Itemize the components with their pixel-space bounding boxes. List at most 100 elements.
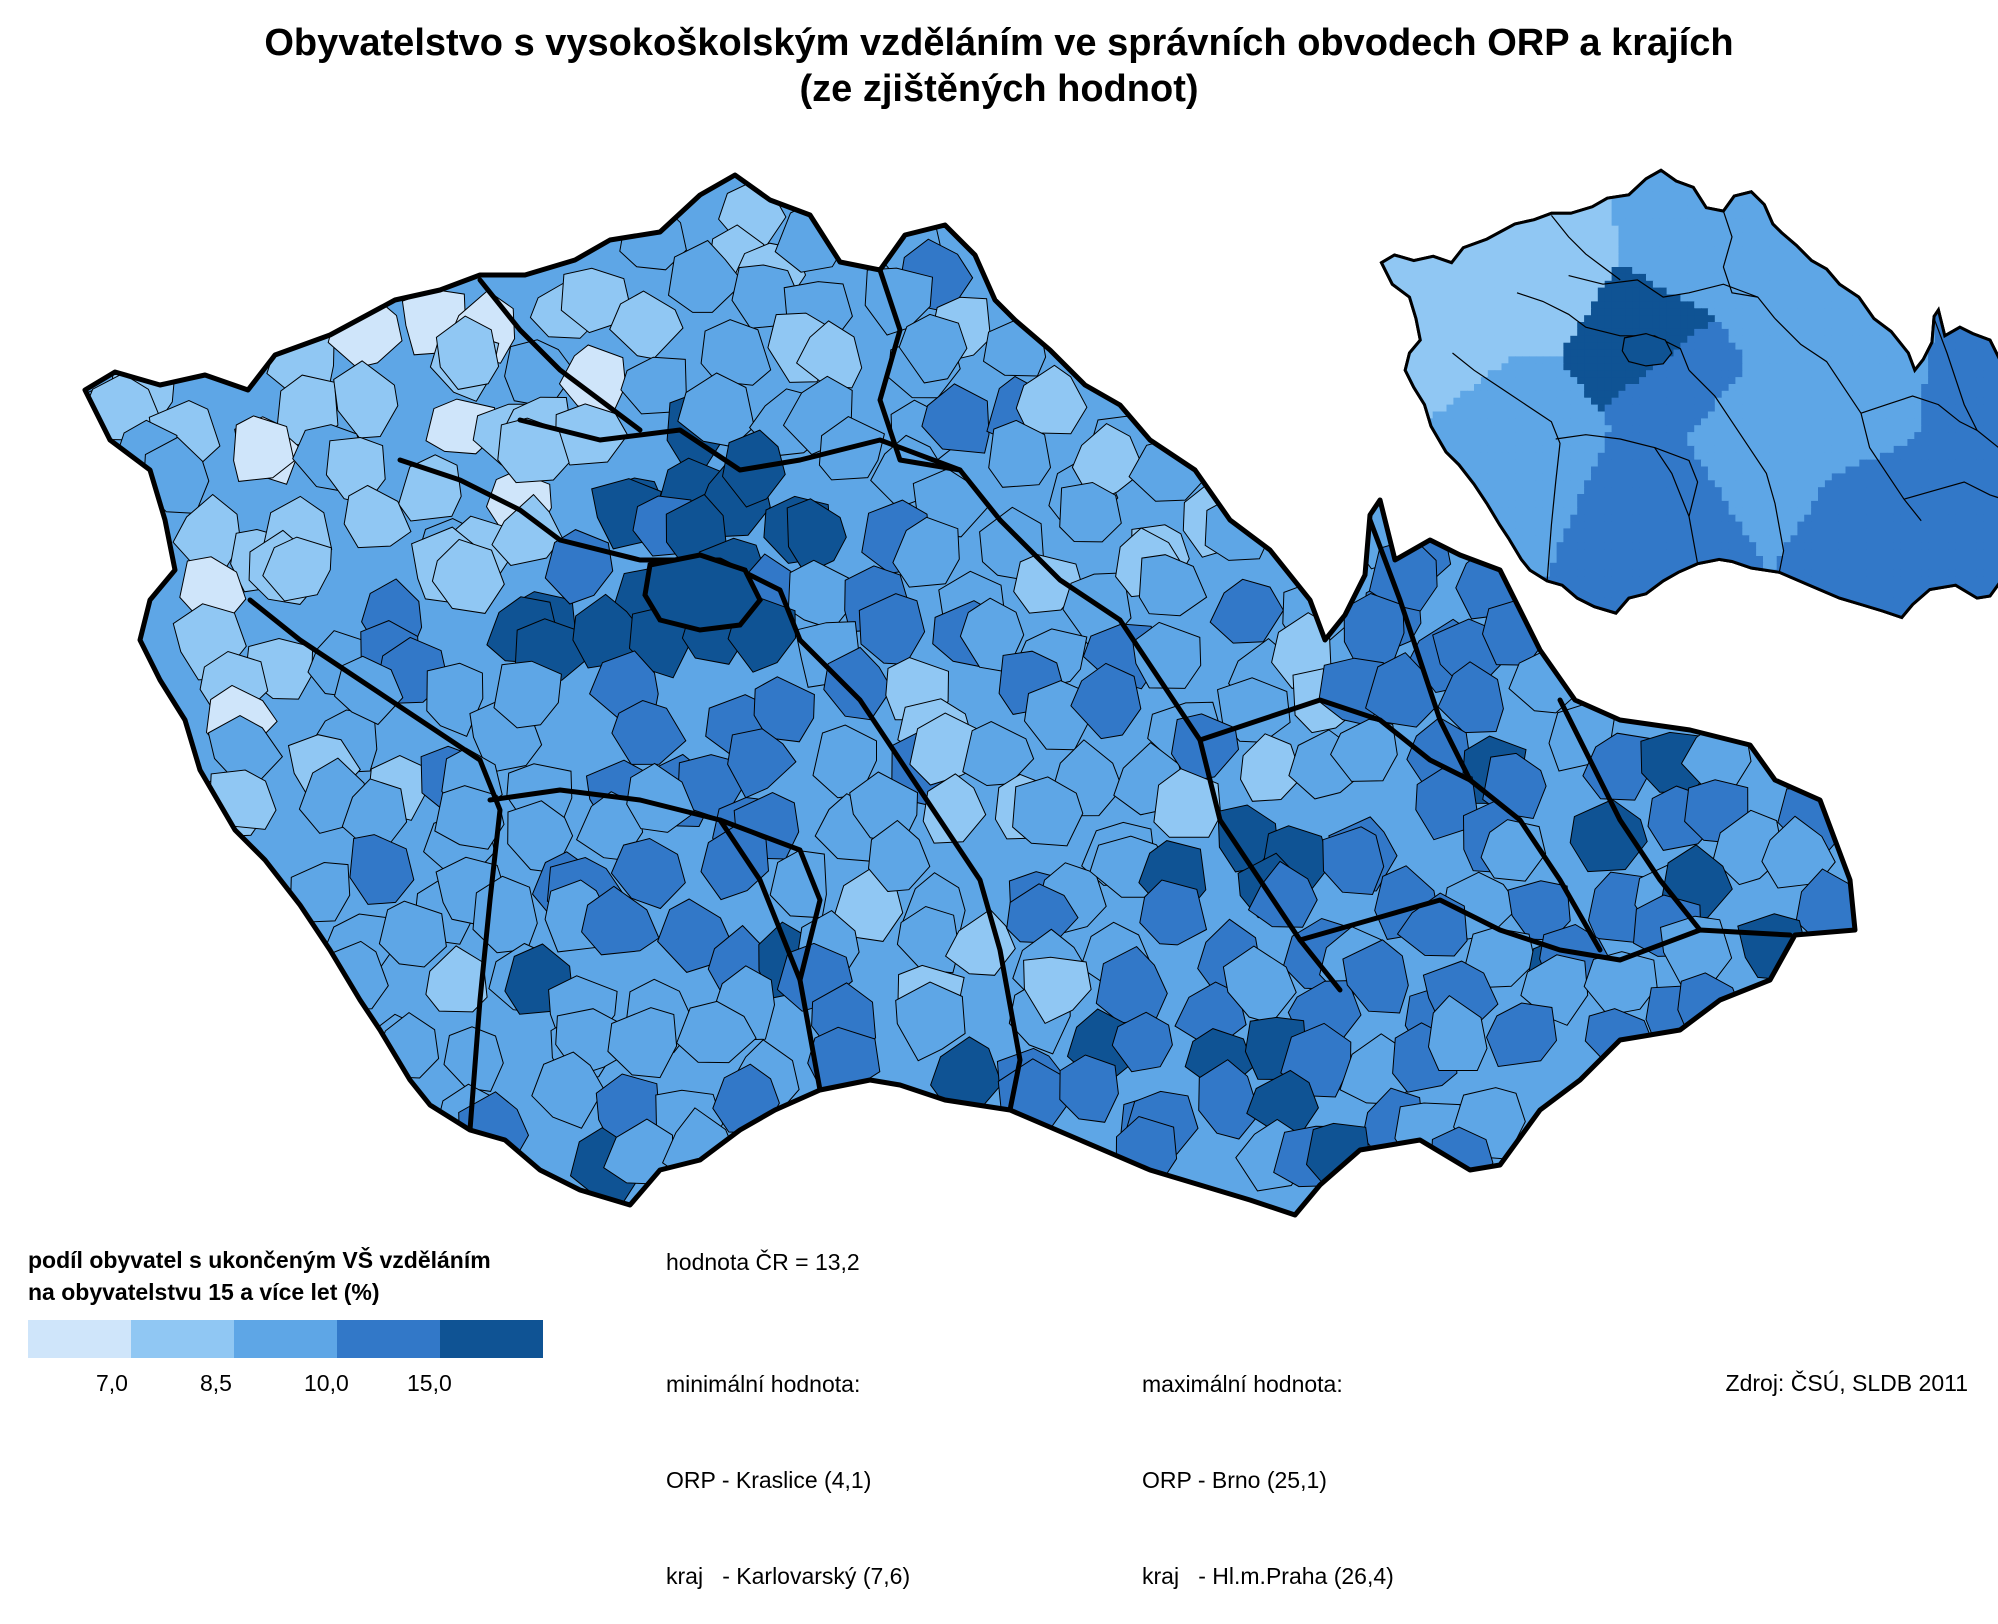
inset-region-cell bbox=[1474, 350, 1482, 358]
inset-region-cell bbox=[1426, 384, 1434, 392]
inset-region-cell bbox=[1956, 171, 1964, 179]
inset-region-cell bbox=[1495, 439, 1503, 447]
inset-region-cell bbox=[1467, 370, 1475, 378]
inset-region-cell bbox=[1928, 219, 1936, 227]
inset-region-cell bbox=[1852, 281, 1860, 289]
inset-region-cell bbox=[1935, 377, 1943, 385]
inset-region-cell bbox=[1708, 315, 1716, 323]
inset-region-cell bbox=[1467, 198, 1475, 206]
inset-region-cell bbox=[1557, 164, 1565, 172]
inset-region-cell bbox=[1412, 212, 1420, 220]
inset-region-cell bbox=[1859, 384, 1867, 392]
inset-region-cell bbox=[1405, 171, 1413, 179]
inset-region-cell bbox=[1701, 178, 1709, 186]
inset-region-cell bbox=[1804, 205, 1812, 213]
inset-region-cell bbox=[1440, 233, 1448, 241]
inset-region-cell bbox=[1570, 260, 1578, 268]
inset-region-cell bbox=[1742, 171, 1750, 179]
inset-region-cell bbox=[1894, 164, 1902, 172]
inset-region-cell bbox=[1495, 191, 1503, 199]
inset-region-cell bbox=[1887, 356, 1895, 364]
inset-region-cell bbox=[1832, 171, 1840, 179]
inset-region-cell bbox=[1405, 164, 1413, 172]
inset-region-cell bbox=[1563, 274, 1571, 282]
inset-region-cell bbox=[1756, 267, 1764, 275]
inset-region-cell bbox=[1639, 370, 1647, 378]
inset-region-cell bbox=[1770, 377, 1778, 385]
inset-region-cell bbox=[1976, 398, 1984, 406]
inset-region-cell bbox=[1502, 295, 1510, 303]
inset-region-cell bbox=[1873, 226, 1881, 234]
inset-region-cell bbox=[1522, 205, 1530, 213]
inset-region-cell bbox=[1680, 308, 1688, 316]
inset-region-cell bbox=[1522, 260, 1530, 268]
inset-region-cell bbox=[1784, 281, 1792, 289]
inset-region-cell bbox=[1963, 274, 1971, 282]
inset-region-cell bbox=[1385, 418, 1393, 426]
inset-region-cell bbox=[1708, 336, 1716, 344]
inset-region-cell bbox=[1722, 356, 1730, 364]
inset-region-cell bbox=[1653, 315, 1661, 323]
inset-region-cell bbox=[1701, 281, 1709, 289]
inset-region-cell bbox=[1804, 322, 1812, 330]
inset-region-cell bbox=[1818, 343, 1826, 351]
inset-region-cell bbox=[1680, 253, 1688, 261]
inset-region-cell bbox=[1797, 329, 1805, 337]
inset-region-cell bbox=[1515, 356, 1523, 364]
inset-region-cell bbox=[1694, 301, 1702, 309]
inset-region-cell bbox=[1584, 377, 1592, 385]
inset-region-cell bbox=[1405, 240, 1413, 248]
inset-region-cell bbox=[1907, 191, 1915, 199]
inset-region-cell bbox=[1791, 281, 1799, 289]
inset-region-cell bbox=[1784, 398, 1792, 406]
inset-region-cell bbox=[1508, 329, 1516, 337]
inset-region-cell bbox=[1502, 253, 1510, 261]
inset-region-cell bbox=[1481, 439, 1489, 447]
inset-region-cell bbox=[1502, 336, 1510, 344]
inset-region-cell bbox=[1976, 253, 1984, 261]
inset-region-cell bbox=[1770, 178, 1778, 186]
inset-region-cell bbox=[1969, 178, 1977, 186]
inset-region-cell bbox=[1729, 370, 1737, 378]
inset-region-cell bbox=[1983, 233, 1991, 241]
inset-region-cell bbox=[1495, 412, 1503, 420]
inset-region-cell bbox=[1625, 233, 1633, 241]
inset-region-cell bbox=[1784, 198, 1792, 206]
inset-region-cell bbox=[1557, 370, 1565, 378]
inset-region-cell bbox=[1832, 184, 1840, 192]
inset-region-cell bbox=[1619, 226, 1627, 234]
inset-region-cell bbox=[1963, 191, 1971, 199]
inset-region-cell bbox=[1522, 343, 1530, 351]
inset-region-cell bbox=[1371, 370, 1379, 378]
inset-region-cell bbox=[1639, 425, 1647, 433]
inset-region-cell bbox=[1481, 178, 1489, 186]
inset-region-cell bbox=[1495, 432, 1503, 440]
inset-region-cell bbox=[1426, 260, 1434, 268]
inset-region-cell bbox=[1371, 329, 1379, 337]
inset-region-cell bbox=[1508, 260, 1516, 268]
inset-region-cell bbox=[1378, 398, 1386, 406]
inset-region-cell bbox=[1543, 253, 1551, 261]
inset-region-cell bbox=[1983, 184, 1991, 192]
inset-region-cell bbox=[1921, 184, 1929, 192]
inset-region-cell bbox=[1983, 370, 1991, 378]
inset-region-cell bbox=[1846, 405, 1854, 413]
inset-region-cell bbox=[1873, 370, 1881, 378]
inset-region-cell bbox=[1921, 329, 1929, 337]
inset-region-cell bbox=[1777, 191, 1785, 199]
inset-region-cell bbox=[1797, 315, 1805, 323]
inset-region-cell bbox=[1522, 405, 1530, 413]
inset-region-cell bbox=[1625, 246, 1633, 254]
inset-region-cell bbox=[1440, 178, 1448, 186]
inset-region-cell bbox=[1949, 301, 1957, 309]
inset-region-cell bbox=[1378, 350, 1386, 358]
inset-region-cell bbox=[1467, 322, 1475, 330]
inset-region-cell bbox=[1715, 226, 1723, 234]
inset-region-cell bbox=[1639, 267, 1647, 275]
inset-region-cell bbox=[1488, 198, 1496, 206]
inset-region-cell bbox=[1584, 178, 1592, 186]
inset-region-cell bbox=[1852, 418, 1860, 426]
inset-region-cell bbox=[1371, 412, 1379, 420]
inset-region-cell bbox=[1784, 178, 1792, 186]
inset-region-cell bbox=[1639, 377, 1647, 385]
